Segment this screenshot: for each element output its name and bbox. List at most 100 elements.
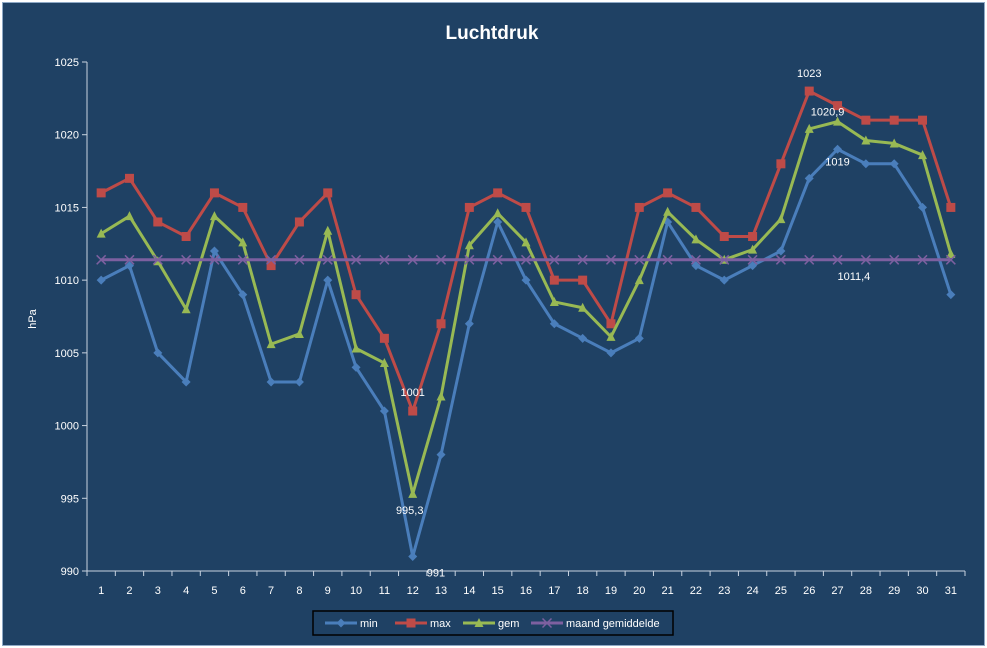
data-point-maand-gemiddelde-stroke	[124, 254, 135, 265]
data-point-maand-gemiddelde-stroke	[96, 254, 107, 265]
data-point-gem	[748, 244, 758, 254]
data-point-max	[578, 275, 588, 285]
legend-marker	[541, 617, 553, 629]
data-point-min	[181, 377, 191, 387]
data-point-min	[351, 362, 361, 372]
data-point-maand-gemiddelde-stroke	[351, 254, 362, 265]
data-point-max	[464, 202, 474, 212]
data-point-maand-gemiddelde-stroke	[775, 254, 786, 265]
legend-marker	[336, 618, 346, 628]
x-tick-label: 30	[916, 585, 928, 597]
data-point-maand-gemiddelde	[237, 254, 248, 265]
data-point-maand-gemiddelde	[662, 254, 673, 265]
data-point-maand-gemiddelde-stroke	[605, 254, 616, 265]
legend-label: min	[360, 618, 378, 630]
x-tick-label: 7	[268, 585, 274, 597]
data-point-maand-gemiddelde-stroke	[889, 254, 900, 265]
data-label: 1001	[400, 387, 424, 399]
data-point-maand-gemiddelde	[492, 254, 503, 265]
x-tick-label: 28	[860, 585, 872, 597]
data-point-min	[918, 202, 928, 212]
data-point-maand-gemiddelde	[322, 254, 333, 265]
x-tick-label: 16	[520, 585, 532, 597]
data-point-min	[578, 333, 588, 343]
data-point-maand-gemiddelde	[436, 254, 447, 265]
data-point-min	[833, 144, 843, 154]
data-point-max	[606, 319, 616, 329]
data-point-maand-gemiddelde	[124, 254, 135, 265]
data-point-gem	[124, 211, 134, 221]
data-point-min	[521, 275, 531, 285]
data-point-max	[663, 188, 673, 198]
data-point-max	[918, 115, 928, 125]
data-point-gem	[294, 328, 304, 338]
data-point-gem	[663, 206, 673, 216]
data-point-min	[294, 377, 304, 387]
data-point-max	[691, 202, 701, 212]
data-point-max	[549, 275, 559, 285]
x-tick-label: 8	[296, 585, 302, 597]
x-tick-label: 6	[240, 585, 246, 597]
data-point-gem	[804, 123, 814, 133]
series-layer	[96, 86, 956, 561]
data-point-maand-gemiddelde-stroke	[209, 254, 220, 265]
x-tick-label: 4	[183, 585, 189, 597]
data-point-gem	[379, 358, 389, 368]
data-point-min	[436, 450, 446, 460]
data-point-maand-gemiddelde-stroke	[917, 254, 928, 265]
data-point-max	[521, 202, 531, 212]
data-point-maand-gemiddelde-stroke	[152, 254, 163, 265]
data-point-maand-gemiddelde-stroke	[577, 254, 588, 265]
data-point-max	[379, 333, 389, 343]
data-label: 1019	[825, 156, 849, 168]
legend-item-gem: gem	[463, 618, 519, 630]
data-point-min	[804, 173, 814, 183]
data-point-maand-gemiddelde	[889, 254, 900, 265]
data-point-maand-gemiddelde	[804, 254, 815, 265]
data-point-max	[294, 217, 304, 227]
data-point-maand-gemiddelde	[351, 254, 362, 265]
data-point-maand-gemiddelde	[266, 254, 277, 265]
data-label: 1020,9	[811, 107, 845, 119]
data-point-min	[549, 319, 559, 329]
data-point-maand-gemiddelde	[464, 254, 475, 265]
legend: min max gem maand gemiddelde	[312, 610, 674, 636]
data-point-gem	[464, 240, 474, 250]
x-tick-label: 10	[350, 585, 362, 597]
y-tick-label: 1025	[55, 57, 79, 69]
data-point-min	[776, 246, 786, 256]
data-point-maand-gemiddelde-stroke	[464, 254, 475, 265]
y-tick-label: 995	[61, 493, 79, 505]
data-point-maand-gemiddelde	[775, 254, 786, 265]
series-line-gem	[100, 120, 953, 496]
legend-marker	[474, 618, 484, 627]
legend-label: gem	[498, 618, 519, 630]
x-tick-label: 31	[945, 585, 957, 597]
data-point-maand-gemiddelde	[549, 254, 560, 265]
x-tick-label: 15	[492, 585, 504, 597]
data-point-max	[266, 261, 276, 271]
data-point-min	[209, 246, 219, 256]
data-point-max	[804, 86, 814, 96]
x-tick-label: 27	[831, 585, 843, 597]
data-label: 1011,4	[837, 271, 870, 283]
data-point-min	[323, 275, 333, 285]
annotations: 1023 1020,9 1019 1011,4 1001 995,3 991	[396, 68, 870, 579]
data-point-min	[464, 319, 474, 329]
data-point-gem	[549, 296, 559, 306]
data-point-maand-gemiddelde-stroke	[436, 254, 447, 265]
data-point-min	[408, 551, 418, 561]
x-tick-label: 22	[690, 585, 702, 597]
x-tick-label: 25	[775, 585, 787, 597]
series-maand-gemiddelde	[96, 254, 956, 265]
data-point-maand-gemiddelde-stroke	[804, 254, 815, 265]
data-point-min	[493, 217, 503, 227]
y-tick-label: 1020	[55, 130, 79, 142]
data-point-max	[323, 188, 333, 198]
data-point-maand-gemiddelde	[634, 254, 645, 265]
y-tick-label: 1010	[55, 275, 79, 287]
data-point-max	[833, 101, 843, 111]
data-point-maand-gemiddelde-stroke	[549, 254, 560, 265]
data-point-max	[181, 232, 191, 242]
legend-item-maand-gemiddelde: maand gemiddelde	[531, 617, 660, 630]
